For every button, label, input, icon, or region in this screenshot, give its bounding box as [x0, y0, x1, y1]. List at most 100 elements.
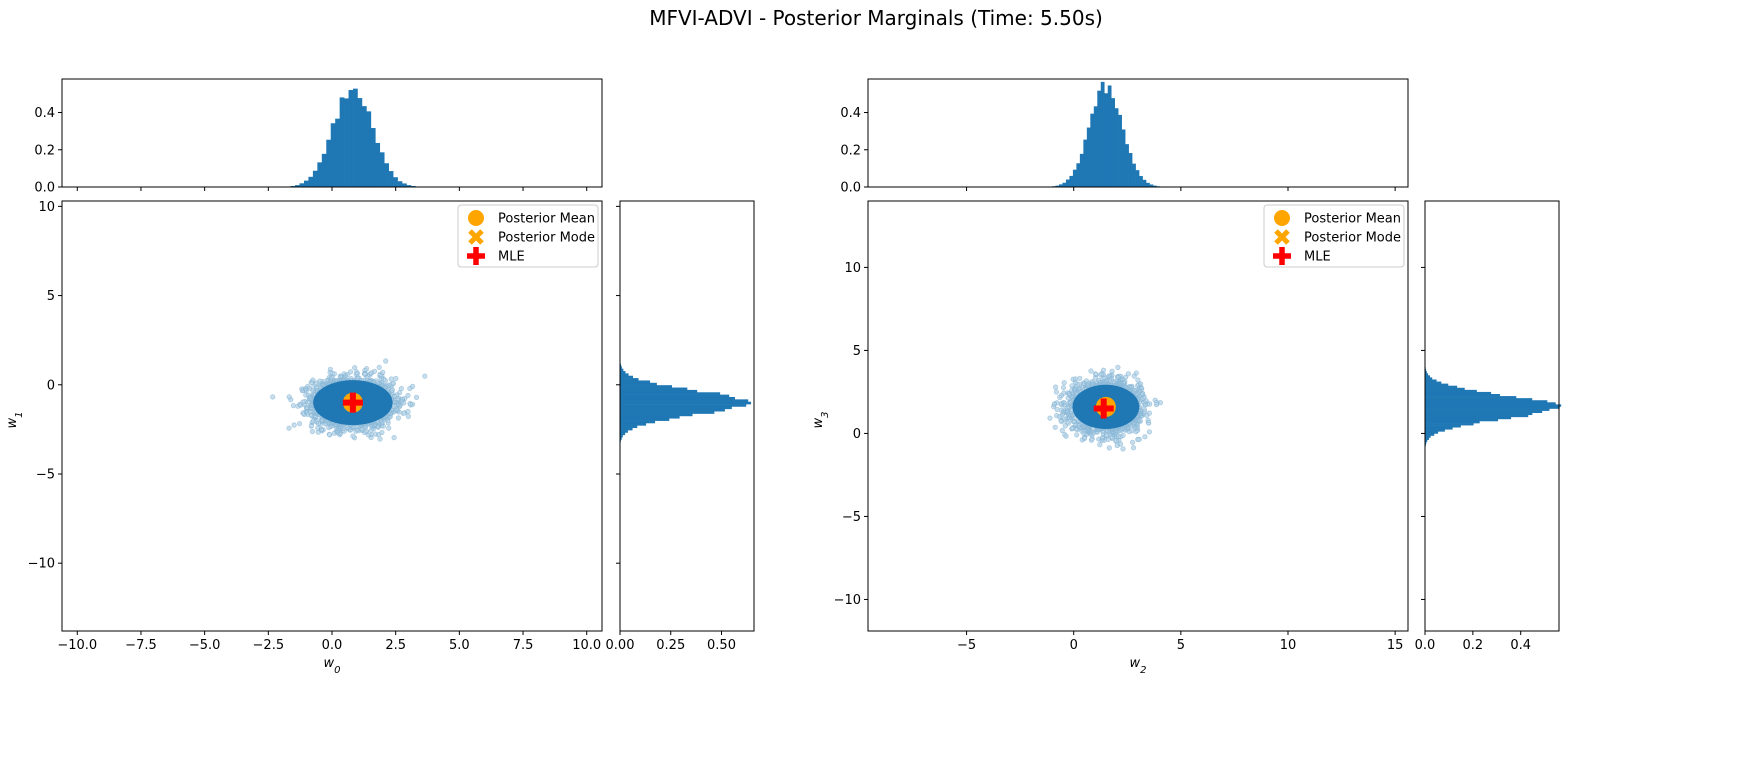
- histogram-bar: [620, 368, 624, 372]
- histogram-bar: [1425, 414, 1529, 418]
- histogram-bar: [1065, 179, 1070, 187]
- histogram-bar: [353, 88, 358, 187]
- legend-mean-icon: [468, 210, 484, 226]
- x-tick-label: −5: [957, 638, 976, 653]
- histogram-bar: [1425, 418, 1499, 422]
- histogram-bar: [620, 387, 688, 391]
- histogram-bar: [620, 394, 730, 398]
- histogram-bar: [1090, 113, 1095, 187]
- y-tick-label: −10: [28, 557, 55, 572]
- histogram-bar: [1425, 385, 1458, 389]
- histogram-bar: [620, 420, 656, 424]
- histogram-bar: [1425, 379, 1437, 382]
- histogram-bar: [361, 106, 367, 187]
- histogram-bar: [308, 176, 314, 187]
- histogram-bar: [1121, 129, 1126, 187]
- y-axis-label: w3: [811, 411, 831, 428]
- histogram-bar: [1425, 402, 1556, 405]
- histogram-bar: [402, 183, 407, 187]
- histogram-bar: [295, 185, 300, 187]
- legend-mean-icon: [1274, 210, 1290, 226]
- x-axis-label: w2: [1129, 656, 1146, 676]
- histogram-bar: [1425, 396, 1517, 399]
- y-tick-label: 10: [844, 261, 861, 276]
- top-histogram-left: 0.0 0.2 0.4: [34, 78, 603, 196]
- y-tick-label: 5: [47, 289, 55, 304]
- y-tick-label: 0.0: [34, 181, 55, 196]
- histogram-bar: [1083, 139, 1088, 187]
- x-tick-label: −10.0: [57, 638, 97, 653]
- histogram-bar: [1425, 371, 1427, 374]
- histogram-bar: [1425, 420, 1480, 424]
- right-histogram-left: 0.00 0.25 0.50: [606, 200, 755, 653]
- histogram-bar: [1425, 425, 1461, 428]
- y-tick-label: 0: [853, 427, 861, 442]
- histogram-bar: [1425, 441, 1427, 445]
- x-tick-label: 10: [1280, 638, 1297, 653]
- x-tick-label: −2.5: [253, 638, 285, 653]
- legend: Posterior Mean Posterior Mode MLE: [457, 204, 599, 268]
- histogram-bar: [1132, 163, 1136, 187]
- histogram-bar: [620, 404, 747, 407]
- legend-mode-icon: [468, 229, 484, 245]
- histogram-bar: [1425, 437, 1429, 440]
- x-tick-label: 0.4: [1510, 638, 1531, 653]
- histogram-bar: [1425, 439, 1428, 443]
- histogram-bar: [620, 411, 715, 414]
- x-axis-label-sub: 2: [1140, 665, 1146, 676]
- histogram-bar: [1425, 391, 1492, 395]
- x-tick-label: 0.50: [707, 638, 736, 653]
- histogram-bar: [366, 111, 372, 187]
- top-histogram-right: 0.0 0.2 0.4: [840, 78, 1409, 196]
- histogram-bar: [1146, 182, 1150, 187]
- histogram-bar: [393, 177, 398, 187]
- histogram-bar: [1425, 375, 1431, 378]
- histogram-bar: [1425, 423, 1474, 426]
- histogram-bar: [384, 163, 389, 187]
- histogram-bar: [1055, 185, 1060, 187]
- legend-entry: MLE: [498, 250, 525, 265]
- histogram-bar: [1425, 412, 1533, 416]
- legend-box: [457, 204, 599, 268]
- figure-title: MFVI-ADVI - Posterior Marginals (Time: 5…: [649, 6, 1103, 30]
- x-tick-label: 5: [1177, 638, 1185, 653]
- histogram-bar: [1114, 108, 1119, 187]
- histogram-bar: [317, 162, 323, 187]
- y-tick-label: −5: [842, 510, 861, 525]
- legend-entry: Posterior Mode: [498, 231, 595, 246]
- x-tick-label: 10.0: [572, 638, 601, 653]
- x-tick-label: 0.0: [1415, 638, 1436, 653]
- histogram-bar: [620, 418, 670, 421]
- legend: Posterior Mean Posterior Mode MLE: [1263, 204, 1405, 268]
- histogram-bar: [379, 152, 385, 187]
- histogram-bar: [1072, 169, 1077, 187]
- histogram-bar: [620, 437, 622, 440]
- histogram-bar: [1425, 398, 1533, 401]
- y-axis-label-sub: 1: [14, 411, 25, 417]
- histogram-bar: [1425, 410, 1543, 413]
- histogram-bar: [1100, 81, 1105, 187]
- x-tick-label: 15: [1387, 638, 1404, 653]
- histogram-bar: [620, 385, 672, 388]
- right-hist-frame: [619, 200, 755, 632]
- histogram-bar: [620, 425, 638, 429]
- x-tick-label: 0.00: [606, 638, 635, 653]
- histogram-bar: [620, 427, 633, 431]
- histogram-bar: [344, 98, 349, 187]
- y-tick-label: 10: [38, 200, 55, 215]
- legend-entry: Posterior Mean: [498, 212, 595, 227]
- histogram-bar: [620, 408, 725, 412]
- legend-entry: MLE: [1304, 250, 1331, 265]
- histogram-bar: [1107, 85, 1112, 187]
- legend-mle-icon: [467, 247, 485, 265]
- top-hist-frame: [867, 78, 1409, 188]
- y-tick-label: 0.2: [34, 143, 55, 158]
- histogram-bar: [1425, 429, 1445, 432]
- x-axis-label-base: w: [1129, 656, 1140, 671]
- right-hist-frame: [1424, 200, 1560, 632]
- histogram-bar: [1097, 90, 1102, 187]
- legend-box: [1263, 204, 1405, 268]
- histogram-bar: [1425, 416, 1512, 420]
- histogram-bar: [1149, 184, 1154, 187]
- histogram-bar: [1104, 93, 1109, 187]
